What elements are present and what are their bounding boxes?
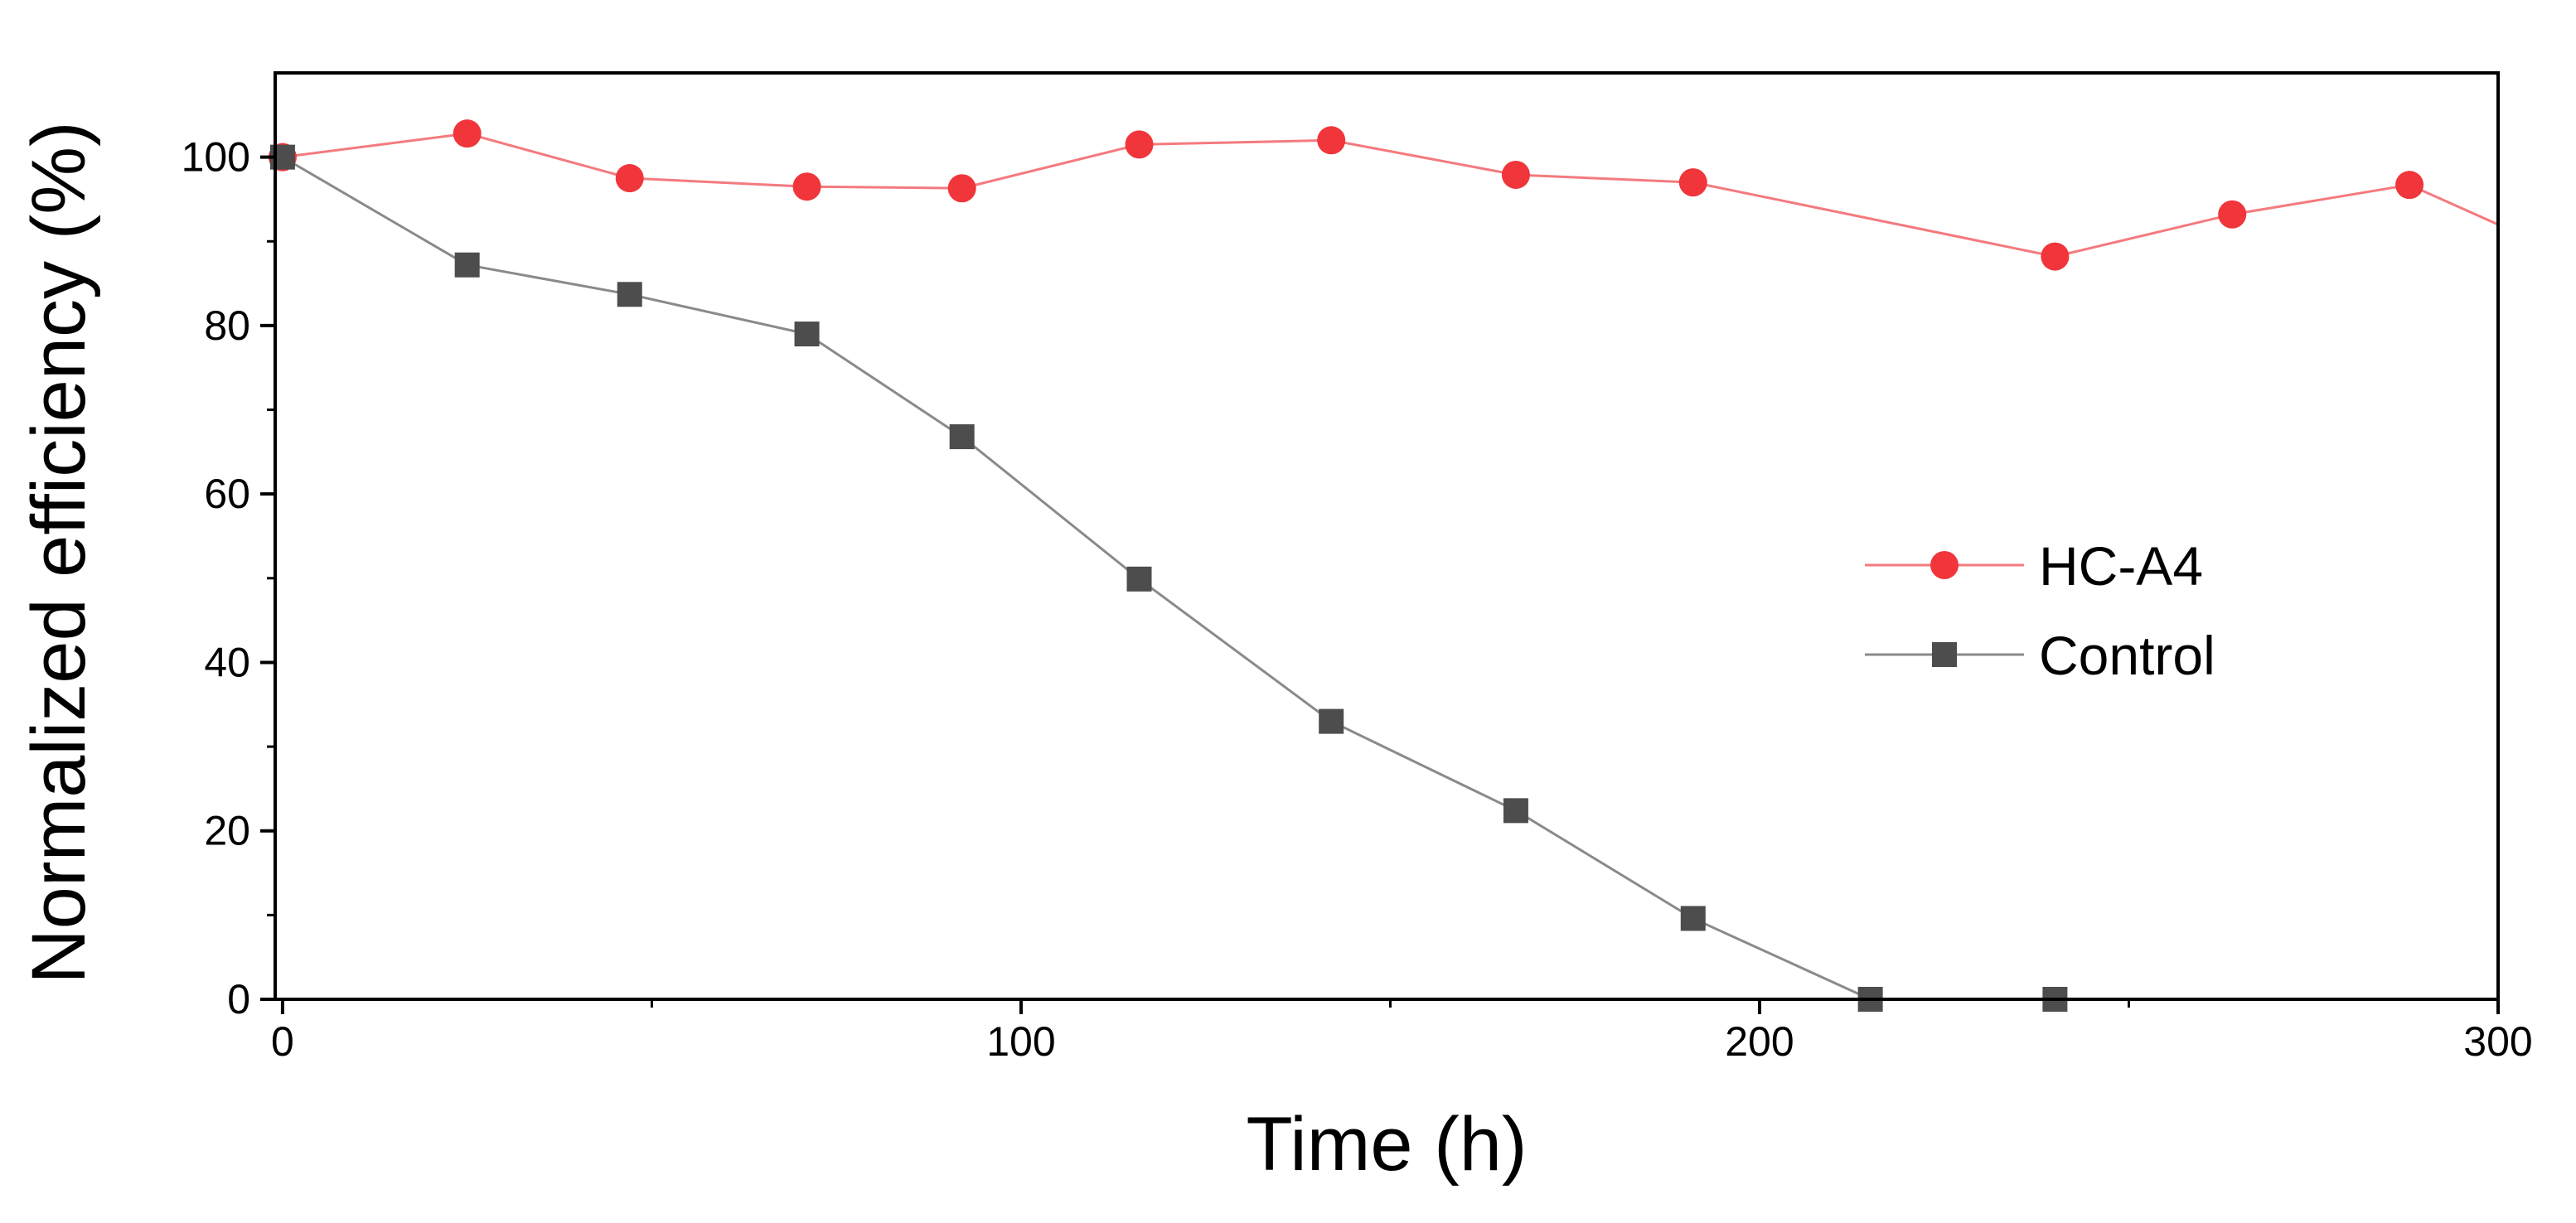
series-line-hc-a4 xyxy=(282,132,2498,259)
legend-marker-hc-a4 xyxy=(1930,551,1959,579)
data-point-hc-a4 xyxy=(1678,168,1707,197)
x-axis-title: Time (h) xyxy=(1246,1102,1527,1187)
data-point-hc-a4 xyxy=(1317,126,1346,155)
data-point-hc-a4 xyxy=(453,119,482,148)
y-tick-label: 60 xyxy=(204,471,250,517)
data-point-hc-a4 xyxy=(1501,160,1530,189)
legend: HC-A4 Control xyxy=(1865,535,2215,686)
x-tick-label: 200 xyxy=(1725,1018,1794,1065)
data-point-control xyxy=(949,424,975,450)
x-tick-label: 300 xyxy=(2463,1018,2532,1065)
series-line-control xyxy=(282,156,2055,1001)
y-axis: 0 20 40 60 80 100 xyxy=(182,134,275,1022)
y-axis-title: Normalized efficiency (%) xyxy=(17,121,101,984)
legend-label-control: Control xyxy=(2039,625,2215,686)
legend-marker-control xyxy=(1932,642,1957,667)
data-point-hc-a4 xyxy=(2041,242,2070,271)
x-axis: 0 100 200 300 xyxy=(271,999,2533,1065)
plot-frame xyxy=(274,71,2500,1001)
data-point-hc-a4 xyxy=(792,172,821,201)
data-point-hc-a4 xyxy=(947,174,976,203)
data-point-control xyxy=(1319,708,1344,734)
y-tick-label: 20 xyxy=(204,808,250,854)
y-tick-label: 100 xyxy=(182,134,250,181)
y-tick-label: 40 xyxy=(204,639,250,685)
data-point-control xyxy=(1680,906,1706,931)
y-tick-label: 80 xyxy=(204,302,250,349)
data-point-hc-a4 xyxy=(2395,171,2424,200)
data-point-hc-a4 xyxy=(1125,130,1154,159)
data-point-control xyxy=(1503,798,1528,824)
x-tick-label: 100 xyxy=(986,1018,1055,1065)
data-point-hc-a4 xyxy=(615,164,644,193)
data-point-control xyxy=(454,252,480,278)
data-point-control xyxy=(794,321,820,347)
data-point-hc-a4 xyxy=(2218,200,2247,229)
legend-label-hc-a4: HC-A4 xyxy=(2039,535,2203,597)
x-tick-label: 0 xyxy=(271,1018,294,1065)
data-point-control xyxy=(617,282,642,307)
y-tick-label: 0 xyxy=(227,976,250,1022)
data-point-control xyxy=(1126,566,1152,592)
